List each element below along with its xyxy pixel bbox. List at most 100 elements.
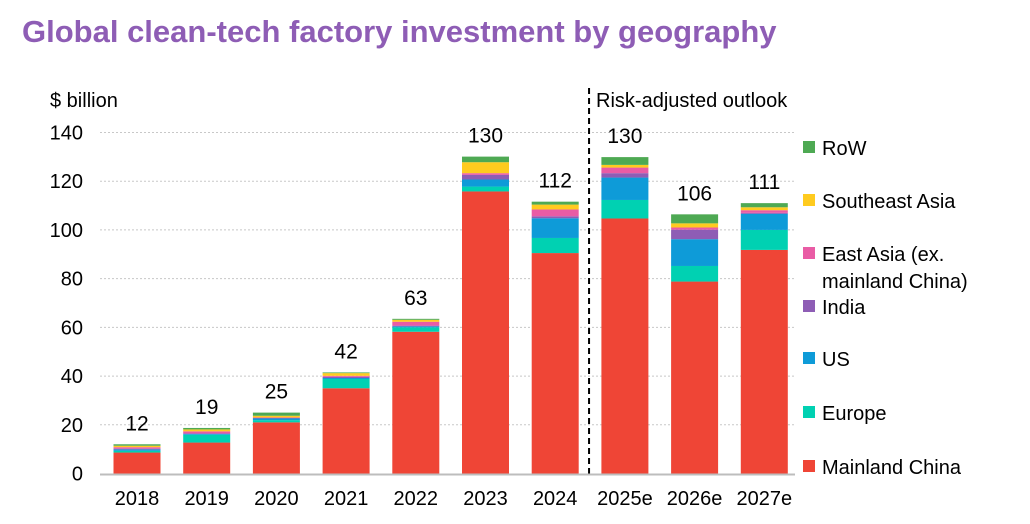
total-label: 130 [468, 125, 503, 148]
legend-label: East Asia (ex. mainland China) [822, 244, 968, 293]
bar-segment-europe [183, 434, 231, 443]
bar-segment-us [183, 434, 231, 435]
y-tick-label: 20 [61, 415, 83, 437]
bar-segment-europe [322, 378, 370, 389]
bar-segment-mainland-china [531, 253, 579, 474]
bar-segment-row [322, 372, 370, 374]
bar-segment-row [740, 203, 788, 208]
bar-segment-us [392, 326, 440, 328]
bar-segment-east-asia-ex-mainland-china [671, 227, 719, 230]
bar-segment-east-asia-ex-mainland-china [531, 209, 579, 217]
total-label: 130 [607, 125, 642, 148]
y-axis-label: $ billion [50, 90, 118, 112]
bar-segment-southeast-asia [671, 223, 719, 228]
bar-segment-europe [462, 186, 509, 192]
bar-segment-southeast-asia [322, 373, 370, 376]
y-tick-label: 40 [61, 366, 83, 388]
x-tick-label: 2026e [667, 488, 723, 510]
total-label: 42 [334, 340, 357, 363]
bar-segment-mainland-china [740, 249, 788, 474]
bar-segment-mainland-china [252, 422, 300, 474]
legend-swatch [803, 406, 815, 418]
bar-segment-india [113, 448, 161, 450]
bar-segment-east-asia-ex-mainland-china [740, 210, 788, 213]
legend-label: US [822, 349, 850, 371]
bar-segment-india [601, 173, 649, 178]
bar-segment-east-asia-ex-mainland-china [601, 167, 649, 174]
bar-segment-east-asia-ex-mainland-china [462, 173, 509, 175]
chart-title: Global clean-tech factory investment by … [22, 14, 777, 49]
bar-segment-india [462, 174, 509, 180]
bar-segment-india [183, 433, 231, 435]
bar-segment-row [113, 444, 161, 446]
total-label: 19 [195, 396, 218, 419]
bar-segment-southeast-asia [601, 164, 649, 168]
bar-segment-europe [113, 450, 161, 453]
outlook-annotation: Risk-adjusted outlook [596, 90, 788, 112]
bar-segment-us [671, 239, 719, 266]
bar-segment-india [392, 325, 440, 327]
legend-swatch [803, 300, 815, 312]
bar-segment-india [322, 376, 370, 379]
y-tick-label: 0 [72, 464, 83, 486]
bar-segment-india [671, 229, 719, 240]
bar-segment-mainland-china [322, 388, 370, 474]
x-tick-label: 2019 [184, 488, 229, 510]
x-tick-label: 2018 [115, 488, 160, 510]
bar-segment-mainland-china [601, 218, 649, 474]
bar-segment-mainland-china [392, 331, 440, 474]
bar-segment-southeast-asia [183, 429, 231, 432]
total-label: 106 [677, 182, 712, 205]
bar-segment-europe [740, 229, 788, 250]
bar-segment-row [462, 156, 509, 163]
bar-segment-europe [252, 420, 300, 423]
x-tick-label: 2022 [394, 488, 439, 510]
y-tick-label: 60 [61, 317, 83, 339]
bar-segment-mainland-china [183, 442, 231, 474]
bar-segment-india [531, 216, 579, 219]
x-tick-label: 2027e [736, 488, 792, 510]
bar-segment-mainland-china [113, 452, 161, 474]
bar-segment-row [392, 318, 440, 320]
total-label: 25 [265, 381, 288, 404]
bar-segment-europe [531, 237, 579, 254]
total-label: 63 [404, 287, 427, 310]
legend-label: India [822, 297, 866, 319]
bar-segment-row [183, 427, 231, 430]
bar-segment-southeast-asia [252, 415, 300, 418]
legend-label: RoW [822, 138, 867, 160]
x-tick-label: 2021 [324, 488, 369, 510]
legend-swatch [803, 352, 815, 364]
bar-segment-southeast-asia [740, 207, 788, 211]
bar-segment-us [322, 378, 370, 379]
bar-segment-us [531, 218, 579, 238]
total-label: 112 [538, 170, 571, 193]
bar-segment-southeast-asia [531, 204, 579, 210]
bar-segment-row [671, 214, 719, 224]
x-tick-label: 2025e [597, 488, 653, 510]
bar-segment-row [252, 412, 300, 416]
legend-swatch [803, 247, 815, 259]
bar-segment-us [462, 179, 509, 187]
bar-segment-east-asia-ex-mainland-china [392, 321, 440, 326]
bar-segment-us [601, 177, 649, 200]
bar-segment-india [740, 212, 788, 214]
total-label: 12 [125, 412, 148, 435]
bar-segment-east-asia-ex-mainland-china [322, 375, 370, 377]
bar-segment-europe [671, 265, 719, 282]
bar-segment-us [252, 418, 300, 421]
bar-segment-mainland-china [462, 191, 509, 474]
bar-segment-southeast-asia [462, 162, 509, 174]
y-tick-label: 120 [50, 171, 83, 193]
y-tick-label: 140 [50, 123, 83, 145]
y-tick-label: 100 [50, 220, 83, 242]
bar-segment-east-asia-ex-mainland-china [183, 431, 231, 434]
legend-swatch [803, 141, 815, 153]
legend-label: Southeast Asia [822, 191, 956, 213]
bar-segment-southeast-asia [113, 445, 161, 448]
bar-segment-europe [601, 199, 649, 219]
bar-segment-row [601, 157, 649, 165]
y-tick-label: 80 [61, 269, 83, 291]
bar-segment-east-asia-ex-mainland-china [113, 447, 161, 449]
